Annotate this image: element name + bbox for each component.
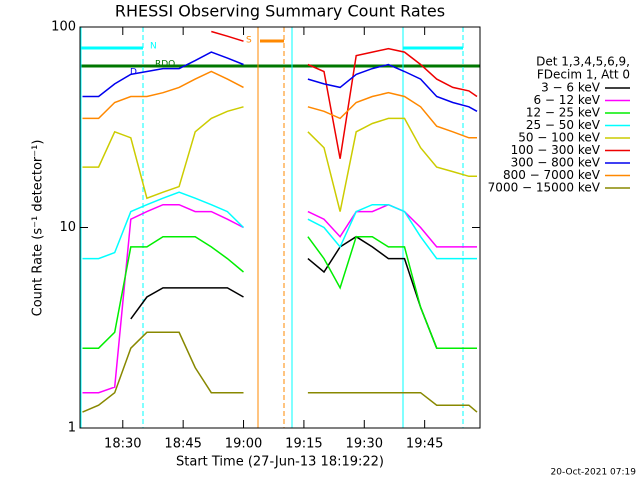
legend-header: FDecim 1, Att 0 xyxy=(537,68,630,82)
y-tick-label: 10 xyxy=(59,220,76,235)
legend-label: 50 − 100 keV xyxy=(518,131,601,145)
legend-label: 3 − 6 keV xyxy=(541,81,601,95)
chart-title: RHESSI Observing Summary Count Rates xyxy=(115,2,445,21)
x-tick-label: 19:15 xyxy=(285,437,322,452)
x-tick-label: 19:45 xyxy=(406,437,443,452)
legend-label: 6 − 12 keV xyxy=(533,93,600,107)
y-tick-label: 100 xyxy=(51,20,76,35)
legend-label: 800 − 7000 keV xyxy=(503,168,601,182)
series-line xyxy=(82,331,478,413)
series-line xyxy=(82,70,477,139)
y-axis-label: Count Rate (s⁻¹ detector⁻¹) xyxy=(31,140,46,317)
legend-label: 7000 − 15000 keV xyxy=(488,181,601,195)
series-line xyxy=(82,51,478,112)
x-tick-label: 19:00 xyxy=(225,437,262,452)
series-line xyxy=(82,191,477,260)
legend-header: Det 1,3,4,5,6,9, xyxy=(536,55,630,69)
x-tick-label: 18:30 xyxy=(104,437,141,452)
flag-label: S xyxy=(246,36,252,46)
x-tick-label: 18:45 xyxy=(164,437,201,452)
series-line xyxy=(211,30,478,159)
legend-label: 25 − 50 keV xyxy=(526,118,601,132)
series-line xyxy=(82,106,477,212)
flag-label: RDO xyxy=(155,60,175,70)
legend-label: 300 − 800 keV xyxy=(511,156,601,170)
legend-label: 100 − 300 keV xyxy=(511,143,601,157)
series-line xyxy=(82,235,477,349)
x-tick-label: 19:30 xyxy=(346,437,383,452)
series-line xyxy=(130,235,438,349)
y-tick-label: 1 xyxy=(68,421,76,436)
legend-label: 12 − 25 keV xyxy=(526,106,601,120)
flag-label: D xyxy=(130,68,137,78)
flag-label: N xyxy=(150,42,157,52)
x-axis-label: Start Time (27-Jun-13 18:19:22) xyxy=(176,455,384,470)
footer: 20-Oct-2021 07:19 xyxy=(551,468,637,478)
